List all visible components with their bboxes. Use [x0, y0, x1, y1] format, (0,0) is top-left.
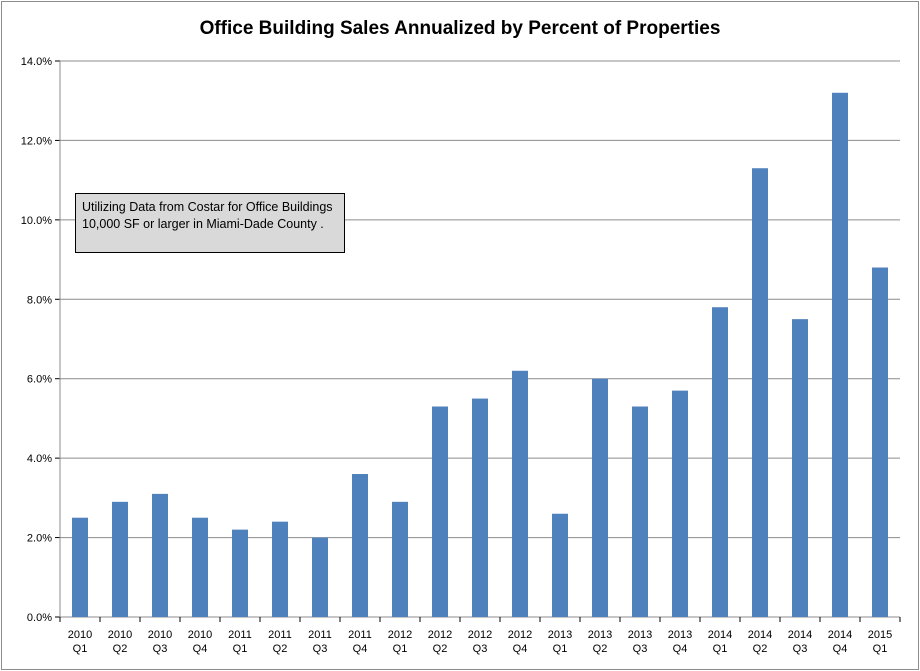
- bar: [512, 370, 528, 617]
- x-tick-label-quarter: Q4: [513, 643, 528, 655]
- bar: [352, 474, 368, 617]
- bar: [832, 92, 848, 618]
- x-tick-label-quarter: Q1: [393, 643, 408, 655]
- bar: [192, 517, 208, 617]
- bar: [72, 517, 88, 617]
- bar: [152, 493, 168, 617]
- bar: [792, 319, 808, 617]
- y-tick-label: 4.0%: [27, 453, 52, 465]
- x-tick-label-quarter: Q2: [433, 643, 448, 655]
- bar: [632, 406, 648, 617]
- bar: [552, 513, 568, 617]
- x-tick-label-year: 2014: [708, 629, 732, 641]
- x-tick-label-quarter: Q2: [273, 643, 288, 655]
- bar: [672, 390, 688, 617]
- x-tick-label-quarter: Q3: [313, 643, 328, 655]
- x-tick-label-year: 2013: [628, 629, 652, 641]
- y-tick-label: 8.0%: [27, 294, 52, 306]
- y-tick-label: 2.0%: [27, 533, 52, 545]
- x-tick-label-quarter: Q4: [353, 643, 368, 655]
- x-tick-label-year: 2010: [148, 629, 172, 641]
- y-tick-label: 6.0%: [27, 374, 52, 386]
- x-tick-label-year: 2014: [788, 629, 812, 641]
- x-tick-label-quarter: Q2: [753, 643, 768, 655]
- bar: [472, 398, 488, 617]
- y-tick-label: 10.0%: [21, 215, 52, 227]
- x-tick-label-quarter: Q4: [833, 643, 848, 655]
- bar: [592, 378, 608, 617]
- x-tick-label-year: 2011: [308, 629, 332, 641]
- bar: [392, 501, 408, 617]
- x-tick-label-quarter: Q1: [553, 643, 568, 655]
- x-tick-label-quarter: Q2: [113, 643, 128, 655]
- x-tick-label-year: 2013: [668, 629, 692, 641]
- x-tick-label-quarter: Q1: [73, 643, 88, 655]
- x-tick-label-quarter: Q1: [873, 643, 888, 655]
- x-tick-label-year: 2010: [188, 629, 212, 641]
- y-tick-label: 12.0%: [21, 135, 52, 147]
- y-tick-label: 14.0%: [21, 56, 52, 68]
- x-tick-label-quarter: Q1: [713, 643, 728, 655]
- x-tick-label-year: 2011: [268, 629, 292, 641]
- x-tick-label-quarter: Q3: [793, 643, 808, 655]
- x-tick-label-quarter: Q3: [473, 643, 488, 655]
- x-tick-label-year: 2011: [348, 629, 372, 641]
- x-tick-label-year: 2015: [868, 629, 892, 641]
- x-tick-label-year: 2010: [68, 629, 92, 641]
- x-tick-label-quarter: Q2: [593, 643, 608, 655]
- x-tick-label-year: 2010: [108, 629, 132, 641]
- bar: [872, 267, 888, 617]
- x-tick-label-year: 2013: [548, 629, 572, 641]
- x-tick-label-year: 2014: [748, 629, 772, 641]
- x-tick-label-quarter: Q3: [153, 643, 168, 655]
- x-tick-label-year: 2014: [828, 629, 852, 641]
- x-tick-label-quarter: Q4: [193, 643, 208, 655]
- bar: [712, 307, 728, 617]
- x-tick-label-year: 2012: [388, 629, 412, 641]
- x-tick-label-year: 2012: [508, 629, 532, 641]
- bar: [112, 501, 128, 617]
- x-tick-label-year: 2013: [588, 629, 612, 641]
- y-tick-label: 0.0%: [27, 612, 52, 624]
- bar: [272, 521, 288, 617]
- x-tick-label-year: 2011: [228, 629, 252, 641]
- x-tick-label-quarter: Q1: [233, 643, 248, 655]
- x-tick-label-year: 2012: [468, 629, 492, 641]
- bar: [432, 406, 448, 617]
- bar: [312, 537, 328, 617]
- x-tick-label-quarter: Q3: [633, 643, 648, 655]
- x-tick-label-year: 2012: [428, 629, 452, 641]
- x-tick-label-quarter: Q4: [673, 643, 688, 655]
- bar: [232, 529, 248, 617]
- chart-title: Office Building Sales Annualized by Perc…: [199, 18, 721, 39]
- bar: [752, 168, 768, 617]
- annotation-box: Utilizing Data from Costar for Office Bu…: [75, 193, 345, 253]
